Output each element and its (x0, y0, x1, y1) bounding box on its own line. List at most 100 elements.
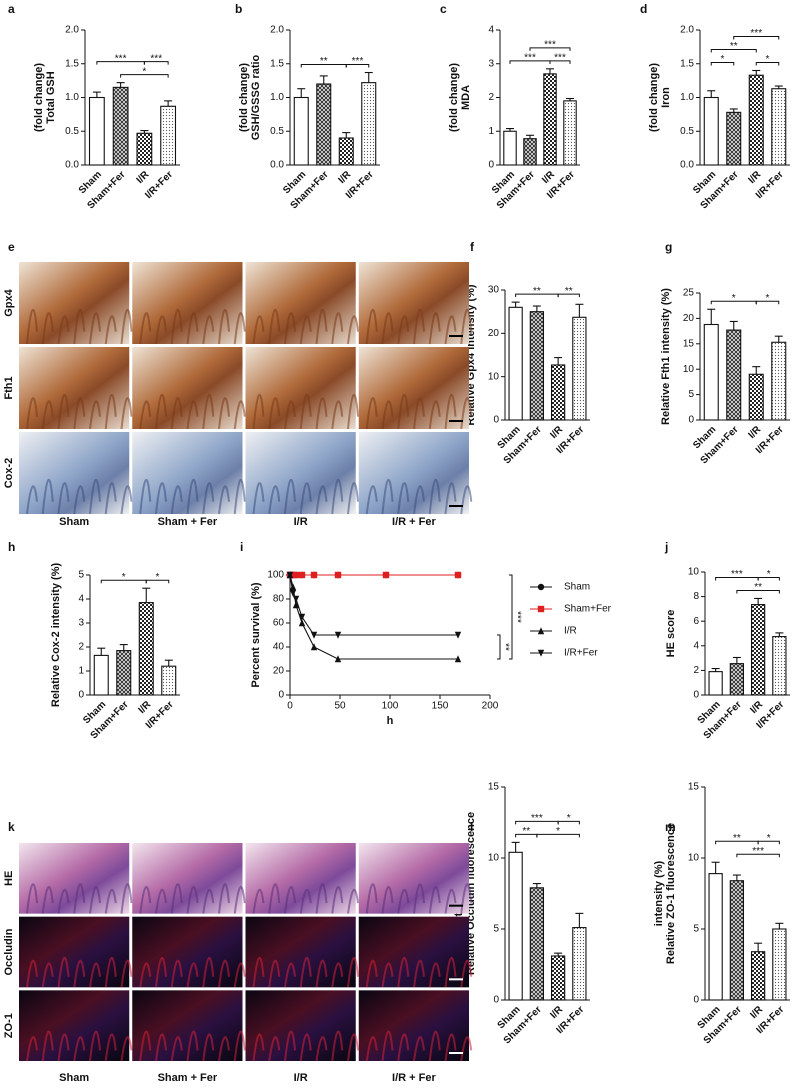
micrograph (19, 916, 130, 988)
significance-bracket (345, 64, 370, 68)
micrograph (19, 347, 130, 429)
significance-label: *** (750, 28, 762, 39)
marker (537, 649, 545, 657)
marker (286, 571, 294, 579)
y-tick-label: 2 (78, 642, 84, 653)
bar (138, 602, 154, 696)
micrograph (358, 262, 469, 344)
legend-label: Sham (564, 582, 590, 593)
legend-label: I/R (564, 626, 577, 637)
y-tick-label: 10 (488, 853, 500, 864)
y-tick-label: 5 (688, 389, 694, 400)
significance-label: *** (752, 846, 764, 857)
significance-label: ** (754, 582, 762, 593)
significance-label: *** (554, 52, 566, 63)
y-tick-label: 5 (493, 924, 499, 935)
significance-bracket (557, 820, 580, 825)
significance-label: *** (544, 39, 556, 50)
significance-bracket (497, 634, 501, 660)
tissue-structure (139, 956, 246, 988)
x-tick-label: I/R (136, 699, 153, 716)
y-tick-label: 0 (693, 995, 699, 1006)
significance-bracket (736, 589, 780, 594)
marker (382, 571, 390, 579)
micrograph (358, 916, 469, 988)
bar (112, 86, 129, 166)
tissue-structure (252, 883, 359, 914)
significance-label: * (767, 833, 771, 844)
tissue-structure (26, 393, 133, 430)
marker (292, 601, 300, 609)
row-label: Cox-2 (3, 458, 15, 489)
bar (529, 311, 545, 421)
y-tick-label: 10 (683, 364, 695, 375)
y-tick-label: 1.5 (680, 58, 694, 69)
significance-label: *** (150, 53, 162, 64)
significance-bracket (757, 576, 780, 581)
marker (334, 631, 342, 639)
micrograph (358, 990, 469, 1061)
x-tick-label: I/R (746, 424, 763, 441)
y-tick-label: 0 (278, 690, 284, 701)
tissue-structure (365, 308, 473, 345)
micrograph (132, 990, 243, 1061)
tissue-structure (26, 308, 133, 345)
y-axis-label: (fold change) (238, 63, 250, 132)
y-tick-label: 1.0 (270, 92, 284, 103)
tissue-structure (26, 478, 133, 515)
marker (289, 583, 297, 591)
bar (93, 654, 109, 696)
row-label: Occludin (3, 928, 15, 975)
tissue-structure (252, 1030, 359, 1062)
micrograph (245, 432, 356, 514)
column-label: Sham + Fer (158, 516, 218, 528)
bar (703, 323, 719, 421)
micrograph (245, 916, 356, 988)
column-label: I/R (294, 1072, 308, 1084)
y-tick-label: 0.0 (680, 160, 694, 171)
marker (454, 571, 462, 579)
marker (454, 655, 462, 663)
significance-label: *** (115, 53, 127, 64)
bar (750, 951, 766, 1001)
bar (361, 82, 377, 166)
bar (503, 130, 517, 166)
bar (708, 873, 723, 1001)
y-tick-label: 0.5 (270, 126, 284, 137)
significance-label: * (156, 572, 160, 583)
y-tick-label: 2.0 (680, 25, 694, 36)
bar (771, 341, 787, 421)
tissue-structure (252, 956, 359, 988)
micrograph (358, 347, 469, 429)
y-tick-label: 20 (273, 666, 285, 677)
row-label: HE (3, 871, 15, 886)
significance-bracket (536, 833, 580, 838)
micrograph (132, 843, 243, 914)
micrograph (132, 916, 243, 988)
significance-bracket (557, 293, 580, 298)
significance-label: * (766, 54, 770, 65)
y-tick-label: 0 (493, 415, 499, 426)
bar (523, 138, 537, 166)
y-tick-label: 0 (493, 995, 499, 1006)
bar (508, 306, 523, 421)
significance-label: ** (499, 643, 510, 651)
y-axis-label: (fold change) (648, 63, 660, 132)
panel-label: a (8, 2, 15, 16)
significance-bracket (755, 300, 780, 305)
bar (316, 83, 332, 166)
bar (338, 137, 354, 166)
y-tick-label: 0.5 (65, 126, 79, 137)
panel-label: j (664, 540, 668, 554)
panel-label: e (8, 240, 15, 254)
significance-bracket (509, 574, 513, 660)
marker (298, 613, 306, 621)
micrograph (245, 843, 356, 914)
y-tick-label: 10 (688, 567, 700, 578)
column-label: Sham (59, 516, 89, 528)
bar (726, 329, 742, 421)
micrograph (19, 432, 130, 514)
tissue-structure (26, 956, 133, 988)
